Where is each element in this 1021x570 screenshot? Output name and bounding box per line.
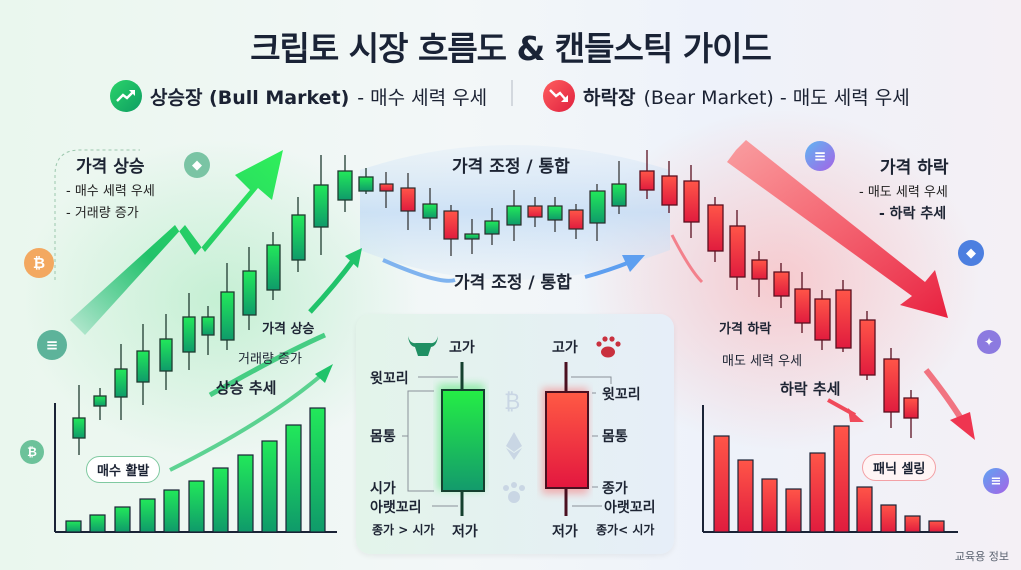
label-price-down: 가격 하락	[719, 322, 772, 337]
svg-text:₿: ₿	[504, 390, 520, 415]
bear-high-label: 고가	[552, 340, 578, 356]
label-price-up: 가격 상승	[262, 322, 315, 337]
bear-market-desc: (Bear Market) - 매도 세력 우세	[643, 86, 910, 109]
bull-high-label: 고가	[449, 340, 475, 356]
bull-callout-title: 가격 상승	[76, 157, 145, 177]
header-divider	[511, 80, 513, 106]
panic-selling-bubble: 패닉 셀링	[862, 454, 937, 481]
bear-lower-wick-label: 아랫꼬리	[604, 500, 656, 516]
solana-icon: ≡	[983, 468, 1009, 494]
buying-active-bubble: 매수 활발	[86, 456, 161, 483]
bear-paw-icon	[596, 336, 621, 358]
bull-market-desc: - 매수 세력 우세	[357, 86, 488, 109]
ethereum-icon: ◆	[958, 240, 984, 266]
label-sellers: 매도 세력 우세	[722, 354, 803, 369]
footer-note: 교육용 정보	[954, 550, 1009, 563]
label-downtrend: 하락 추세	[780, 380, 841, 398]
bear-rule-label: 종가< 시가	[596, 523, 655, 537]
solana-icon: ≡	[805, 141, 835, 171]
page-title: 크립토 시장 흐름도 & 캔들스틱 가이드	[250, 29, 772, 68]
bull-low-label: 저가	[452, 524, 478, 540]
bear-callout-line: - 하락 추세	[879, 206, 947, 222]
trending-up-icon	[110, 80, 142, 112]
bear-market-label: 하락장	[583, 86, 636, 109]
label-volume-up: 거래량 증가	[238, 352, 302, 367]
bear-close-label: 종가	[602, 481, 628, 497]
candlestick-guide-panel: ₿ 고가 윗꼬리 몸통 시가 아랫꼬리 종가 > 시가 저가 고가 윗꼬리 몸통…	[356, 314, 674, 554]
bull-body-label: 몸통	[370, 429, 396, 445]
bear-upper-wick-label: 윗꼬리	[602, 387, 641, 403]
bull-callout-line: - 거래량 증가	[66, 206, 139, 221]
bear-market-legend: 하락장 (Bear Market) - 매도 세력 우세	[543, 80, 910, 112]
solana-icon: ≡	[37, 330, 67, 360]
bitcoin-icon: ₿	[24, 248, 54, 278]
bull-volume-chart	[54, 403, 337, 533]
bull-upper-wick-label: 윗꼬리	[370, 371, 409, 387]
bull-lower-wick-label: 아랫꼬리	[370, 500, 422, 516]
ethereum-icon: ◆	[184, 152, 210, 178]
crypto-coin-icon: ✦	[977, 330, 1001, 354]
bull-market-legend: 상승장 (Bull Market) - 매수 세력 우세	[110, 80, 487, 112]
bear-low-label: 저가	[552, 524, 578, 540]
bitcoin-icon: ₿	[20, 440, 44, 464]
bear-callout-line: - 매도 세력 우세	[859, 185, 948, 200]
bull-rule-label: 종가 > 시가	[372, 523, 435, 537]
bull-icon	[408, 336, 438, 356]
bear-candles	[639, 150, 919, 438]
bear-callout-title: 가격 하락	[880, 158, 949, 178]
label-uptrend: 상승 추세	[216, 379, 277, 397]
bull-candles	[72, 155, 374, 455]
bear-body-label: 몸통	[602, 429, 628, 445]
trending-down-icon	[543, 80, 575, 112]
consolidation-label-top: 가격 조정 / 통합	[452, 157, 570, 177]
bull-market-label: 상승장 (Bull Market)	[150, 86, 350, 109]
consolidation-label-bottom: 가격 조정 / 통합	[454, 273, 572, 293]
bull-callout-line: - 매수 세력 우세	[66, 184, 155, 199]
bull-open-label: 시가	[370, 481, 396, 497]
consolidation-candles	[379, 161, 627, 256]
bear-volume-chart	[702, 405, 958, 533]
